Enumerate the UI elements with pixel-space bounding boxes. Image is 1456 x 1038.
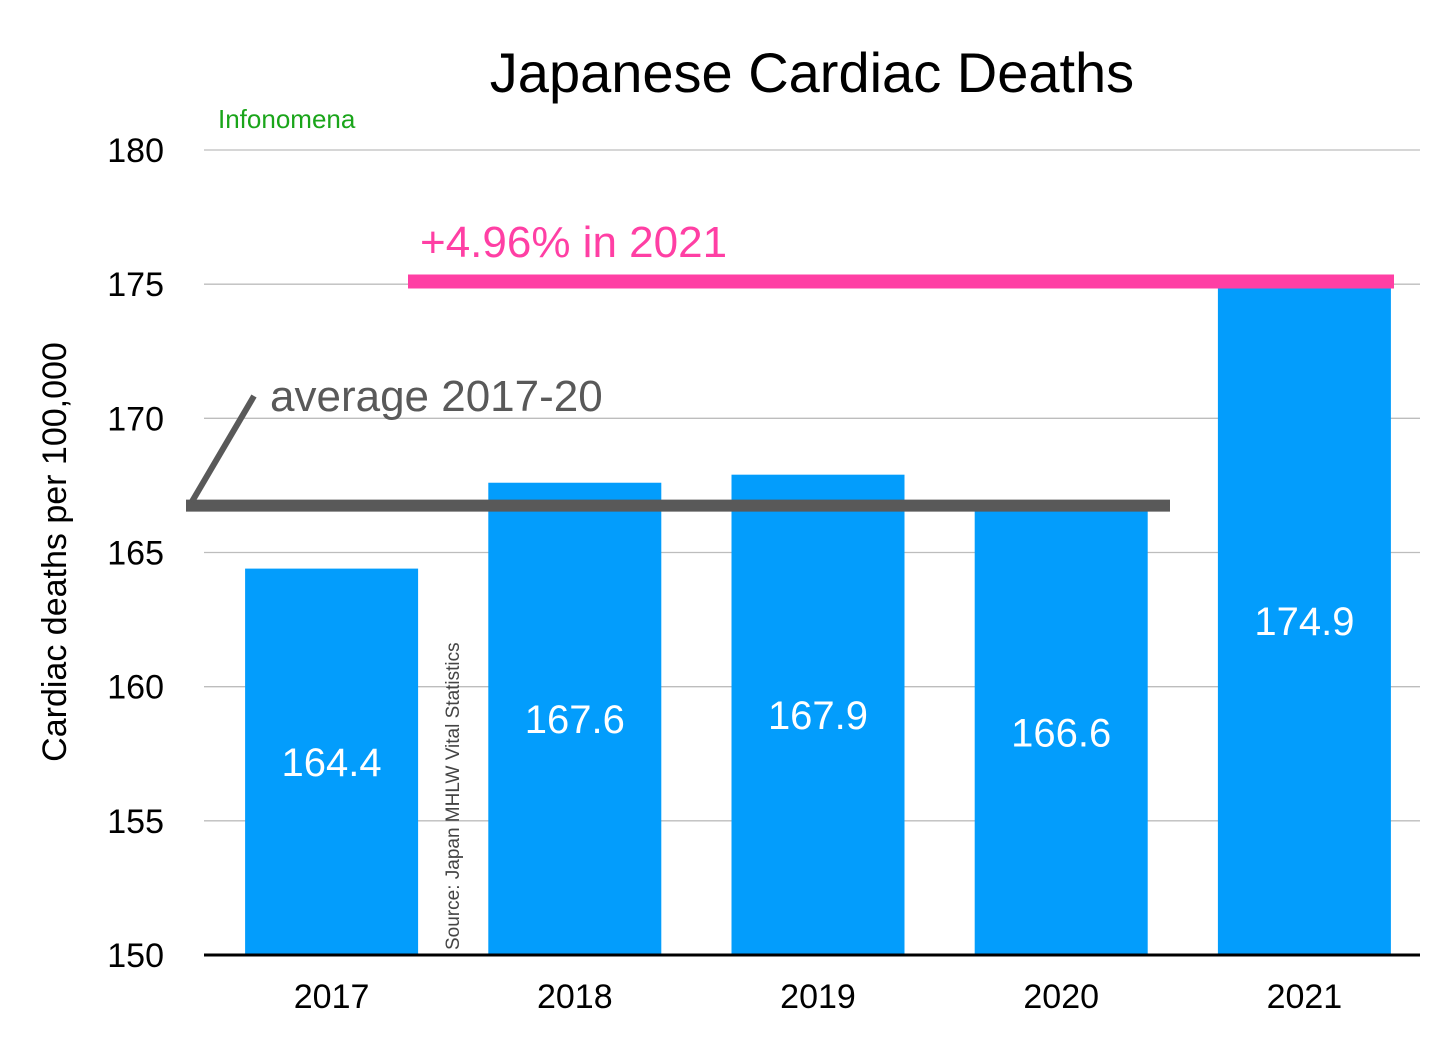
bar-2021 <box>1217 286 1391 956</box>
data-label: 164.4 <box>282 741 382 785</box>
x-axis-ticks: 2017 2018 2019 2020 2021 <box>294 978 1342 1016</box>
data-label: 174.9 <box>1254 600 1354 644</box>
data-labels: 164.4 167.6 167.9 166.6 174.9 <box>282 600 1355 785</box>
bar-2017 <box>245 568 419 955</box>
y-tick-label: 150 <box>107 937 164 975</box>
x-tick-label: 2018 <box>537 978 613 1016</box>
data-label: 167.6 <box>525 698 625 742</box>
bar-2020 <box>974 509 1148 955</box>
data-label: 167.9 <box>768 694 868 738</box>
data-label: 166.6 <box>1011 711 1111 755</box>
y-tick-label: 170 <box>107 400 164 438</box>
x-tick-label: 2017 <box>294 978 370 1016</box>
y-axis-ticks: 150 155 160 165 170 175 180 <box>107 132 164 975</box>
bar-2018 <box>488 482 662 955</box>
y-tick-label: 180 <box>107 132 164 170</box>
bars <box>245 286 1391 956</box>
x-tick-label: 2019 <box>780 978 856 1016</box>
x-tick-label: 2020 <box>1023 978 1099 1016</box>
brand-label: Infonomena <box>218 104 356 134</box>
average-pointer <box>189 394 257 504</box>
highlight-annotation: +4.96% in 2021 <box>408 218 1394 289</box>
y-axis-label: Cardiac deaths per 100,000 <box>36 342 74 762</box>
x-tick-label: 2021 <box>1267 978 1343 1016</box>
chart-title: Japanese Cardiac Deaths <box>490 41 1134 104</box>
y-tick-label: 165 <box>107 535 164 573</box>
y-tick-label: 155 <box>107 803 164 841</box>
y-tick-label: 160 <box>107 669 164 707</box>
highlight-label: +4.96% in 2021 <box>420 218 727 267</box>
source-note: Source: Japan MHLW Vital Statistics <box>443 642 464 950</box>
average-annotation: average 2017-20 <box>186 372 1170 512</box>
bar-2019 <box>731 474 905 955</box>
average-label: average 2017-20 <box>270 372 603 421</box>
y-tick-label: 175 <box>107 266 164 304</box>
